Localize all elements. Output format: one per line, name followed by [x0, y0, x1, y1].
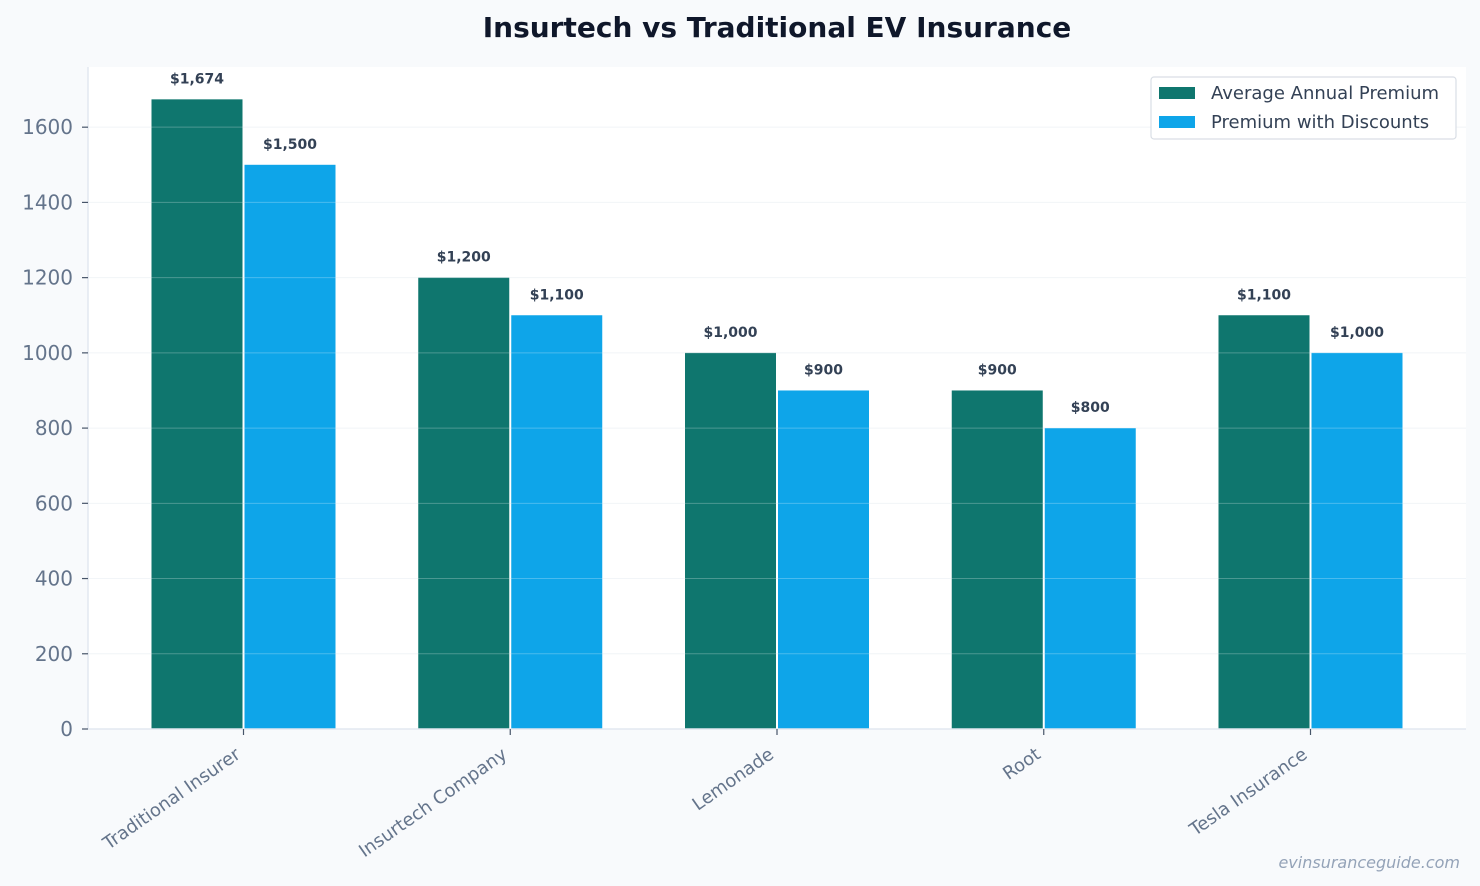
data-label: $1,000: [703, 325, 757, 341]
bar-premium-with-discounts: [1044, 428, 1136, 729]
bar-average-annual-premium: [685, 352, 776, 729]
data-labels: $1,674 $1,500 $1,200 $1,100 $1,000 $900 $900 $8…: [170, 71, 1384, 416]
y-tick-label: 400: [35, 567, 73, 591]
bar-premium-with-discounts: [778, 390, 869, 729]
data-label: $1,100: [1237, 287, 1291, 303]
y-tick-label: 800: [35, 416, 73, 440]
legend-label: Average Annual Premium: [1211, 83, 1439, 104]
data-label: $1,000: [1330, 325, 1384, 341]
data-label: $1,100: [530, 287, 584, 303]
y-tick-label: 1400: [22, 190, 73, 214]
bars: [151, 99, 1403, 730]
legend: Average Annual Premium Premium with Disco…: [1150, 76, 1457, 140]
data-label: $900: [804, 362, 843, 378]
y-tick-label: 0: [60, 717, 73, 741]
data-label: $800: [1071, 400, 1110, 416]
bar-average-annual-premium: [418, 277, 510, 729]
data-label: $900: [978, 362, 1017, 378]
y-tick-label: 1200: [22, 266, 73, 290]
legend-label: Premium with Discounts: [1211, 112, 1429, 133]
data-label: $1,674: [170, 71, 224, 87]
bar-premium-with-discounts: [1311, 352, 1403, 729]
bar-premium-with-discounts: [244, 164, 336, 729]
overlay-grid-lines: [88, 126, 1466, 655]
y-tick-label: 1000: [22, 341, 73, 365]
bar-premium-with-discounts: [511, 315, 603, 729]
y-tick-label: 600: [35, 491, 73, 515]
bar-average-annual-premium: [151, 99, 243, 730]
y-tick-label: 1600: [22, 115, 73, 139]
bar-average-annual-premium: [1218, 315, 1310, 729]
legend-swatch: [1159, 87, 1195, 99]
legend-box: [1150, 76, 1457, 140]
chart-title: Insurtech vs Traditional EV Insurance: [483, 11, 1072, 44]
data-label: $1,200: [437, 250, 491, 266]
bar-average-annual-premium: [951, 390, 1043, 729]
y-tick-label: 200: [35, 642, 73, 666]
watermark: evinsuranceguide.com: [1278, 853, 1460, 872]
data-label: $1,500: [263, 137, 317, 153]
legend-swatch: [1159, 116, 1195, 128]
